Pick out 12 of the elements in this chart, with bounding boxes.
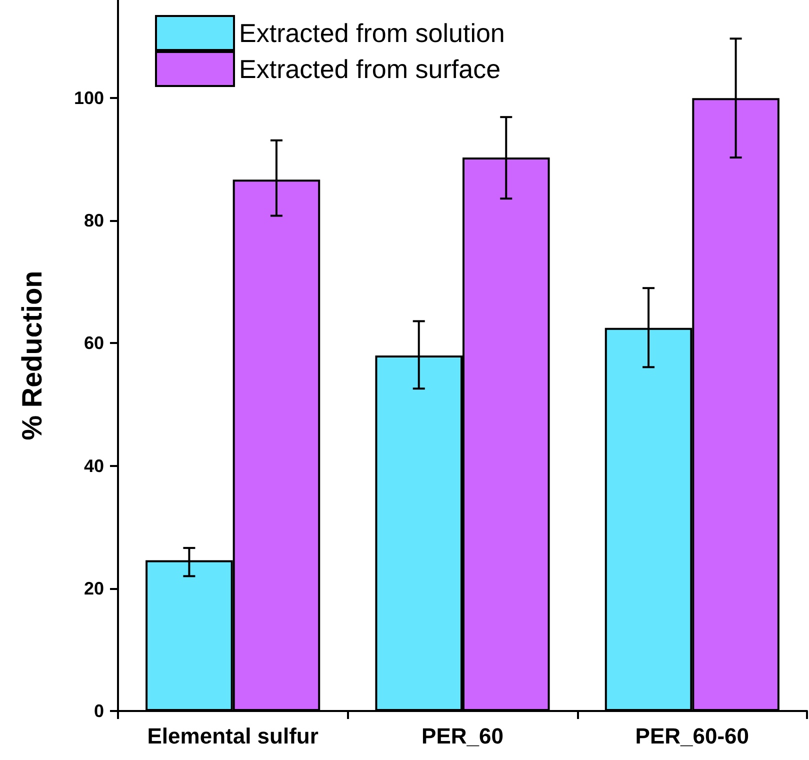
legend-label: Extracted from surface [239,54,501,84]
y-tick-label: 60 [84,333,104,354]
y-tick-label: 20 [84,578,104,598]
x-tick-label: PER_60 [422,724,504,748]
y-tick-label: 40 [84,456,104,476]
y-axis-title: % Reduction [16,270,48,440]
legend-label: Extracted from solution [239,18,505,48]
x-tick-label: Elemental sulfur [147,724,319,748]
y-tick-label: 0 [94,701,104,721]
y-tick-label: 80 [84,210,104,231]
y-tick-label: 100 [74,88,104,108]
x-tick-label: PER_60-60 [635,724,750,748]
